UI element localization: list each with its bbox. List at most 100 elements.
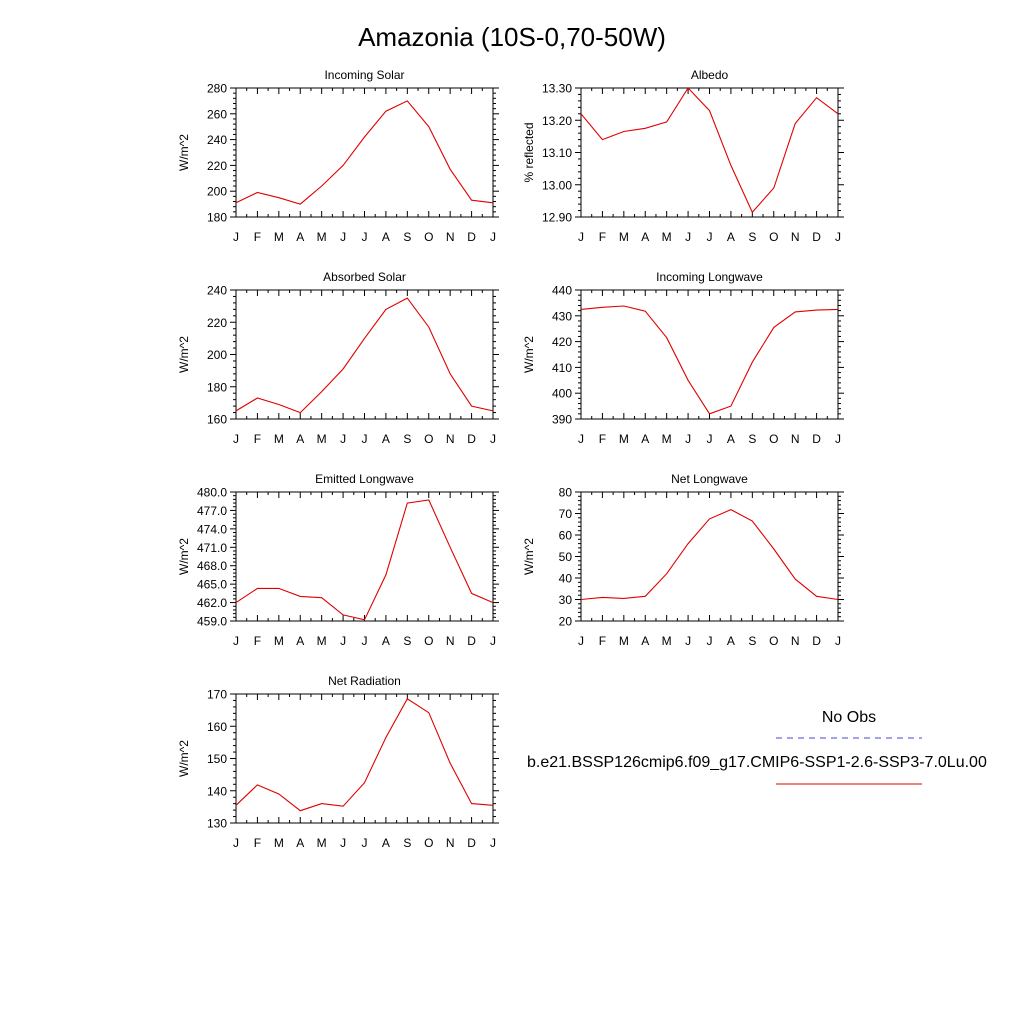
y-tick-label: 13.30 bbox=[542, 82, 572, 96]
plot-frame bbox=[235, 289, 494, 420]
x-tick-label: S bbox=[403, 432, 411, 446]
chart-title: Incoming Solar bbox=[324, 68, 404, 82]
y-tick-label: 400 bbox=[552, 387, 572, 401]
legend-obs-label: No Obs bbox=[822, 709, 876, 726]
x-tick-label: J bbox=[233, 432, 239, 446]
x-tick-label: J bbox=[707, 432, 713, 446]
x-tick-label: S bbox=[403, 634, 411, 648]
x-tick-label: A bbox=[382, 836, 390, 850]
y-tick-label: 240 bbox=[207, 284, 227, 298]
x-tick-label: A bbox=[727, 634, 735, 648]
x-tick-label: F bbox=[599, 634, 606, 648]
chart-panel-5: J F M A M J J A S O N D J459.0462.0465.0468.0471.047… bbox=[177, 472, 499, 648]
y-tick-label: 240 bbox=[207, 133, 227, 147]
x-tick-label: J bbox=[578, 230, 584, 244]
chart-title: Absorbed Solar bbox=[323, 270, 406, 284]
x-tick-label: O bbox=[769, 432, 778, 446]
x-tick-label: A bbox=[382, 634, 390, 648]
x-tick-label: J bbox=[685, 634, 691, 648]
legend-model-label: b.e21.BSSP126cmip6.f09_g17.CMIP6-SSP1-2.… bbox=[527, 754, 987, 771]
y-tick-label: 220 bbox=[207, 159, 227, 173]
x-tick-label: M bbox=[274, 836, 284, 850]
y-tick-label: 390 bbox=[552, 413, 572, 427]
y-tick-label: 480.0 bbox=[197, 486, 227, 500]
x-tick-label: O bbox=[424, 432, 433, 446]
x-tick-label: M bbox=[619, 432, 629, 446]
y-tick-label: 220 bbox=[207, 316, 227, 330]
y-tick-label: 180 bbox=[207, 211, 227, 225]
x-tick-label: J bbox=[233, 230, 239, 244]
x-tick-label: A bbox=[382, 432, 390, 446]
x-tick-label: J bbox=[233, 836, 239, 850]
y-tick-label: 459.0 bbox=[197, 615, 227, 629]
series-line bbox=[235, 297, 494, 414]
x-tick-label: F bbox=[254, 836, 261, 850]
x-tick-label: N bbox=[446, 836, 455, 850]
x-tick-label: D bbox=[467, 836, 476, 850]
y-tick-label: 180 bbox=[207, 380, 227, 394]
x-tick-label: N bbox=[446, 432, 455, 446]
y-tick-label: 70 bbox=[559, 507, 573, 521]
series-line bbox=[235, 499, 494, 621]
x-tick-label: J bbox=[835, 230, 841, 244]
y-tick-label: 140 bbox=[207, 784, 227, 798]
x-tick-label: A bbox=[641, 230, 649, 244]
x-tick-label: D bbox=[467, 230, 476, 244]
y-tick-label: 170 bbox=[207, 688, 227, 702]
x-tick-label: J bbox=[685, 230, 691, 244]
page-title: Amazonia (10S-0,70-50W) bbox=[358, 22, 666, 52]
plot-frame bbox=[235, 693, 494, 824]
x-tick-label: F bbox=[254, 432, 261, 446]
x-tick-label: J bbox=[490, 230, 496, 244]
series-line bbox=[580, 87, 839, 214]
y-axis-label: W/m^2 bbox=[522, 538, 536, 575]
x-tick-label: O bbox=[424, 836, 433, 850]
y-tick-label: 471.0 bbox=[197, 541, 227, 555]
x-tick-label: D bbox=[467, 634, 476, 648]
legend: No Obs b.e21.BSSP126cmip6.f09_g17.CMIP6-… bbox=[527, 709, 987, 785]
x-tick-label: O bbox=[769, 230, 778, 244]
plot-frame bbox=[580, 289, 839, 420]
y-tick-label: 160 bbox=[207, 720, 227, 734]
x-tick-label: O bbox=[424, 634, 433, 648]
y-tick-label: 410 bbox=[552, 361, 572, 375]
x-tick-label: M bbox=[317, 432, 327, 446]
x-tick-label: J bbox=[340, 230, 346, 244]
chart-title: Incoming Longwave bbox=[656, 270, 763, 284]
x-tick-label: J bbox=[490, 836, 496, 850]
series-line bbox=[580, 305, 839, 415]
x-tick-label: M bbox=[274, 634, 284, 648]
x-tick-label: M bbox=[662, 634, 672, 648]
x-tick-label: A bbox=[296, 230, 304, 244]
x-tick-label: A bbox=[727, 230, 735, 244]
x-tick-label: F bbox=[599, 432, 606, 446]
x-tick-label: A bbox=[641, 432, 649, 446]
y-axis-label: W/m^2 bbox=[177, 134, 191, 171]
x-tick-label: J bbox=[362, 836, 368, 850]
y-tick-label: 468.0 bbox=[197, 559, 227, 573]
x-tick-label: J bbox=[490, 634, 496, 648]
x-tick-label: J bbox=[362, 230, 368, 244]
x-tick-label: M bbox=[274, 432, 284, 446]
x-tick-label: M bbox=[619, 634, 629, 648]
x-tick-label: A bbox=[727, 432, 735, 446]
y-tick-label: 50 bbox=[559, 550, 573, 564]
series-line bbox=[580, 508, 839, 601]
x-tick-label: N bbox=[446, 230, 455, 244]
x-tick-label: M bbox=[619, 230, 629, 244]
y-tick-label: 160 bbox=[207, 413, 227, 427]
plot-frame bbox=[235, 87, 494, 218]
x-tick-label: M bbox=[317, 230, 327, 244]
x-tick-label: D bbox=[812, 432, 821, 446]
series-line bbox=[235, 698, 494, 812]
y-tick-label: 477.0 bbox=[197, 504, 227, 518]
y-tick-label: 200 bbox=[207, 185, 227, 199]
x-tick-label: S bbox=[403, 230, 411, 244]
y-tick-label: 474.0 bbox=[197, 522, 227, 536]
x-tick-label: J bbox=[340, 634, 346, 648]
x-tick-label: N bbox=[791, 230, 800, 244]
x-tick-label: M bbox=[662, 230, 672, 244]
x-tick-label: F bbox=[254, 230, 261, 244]
